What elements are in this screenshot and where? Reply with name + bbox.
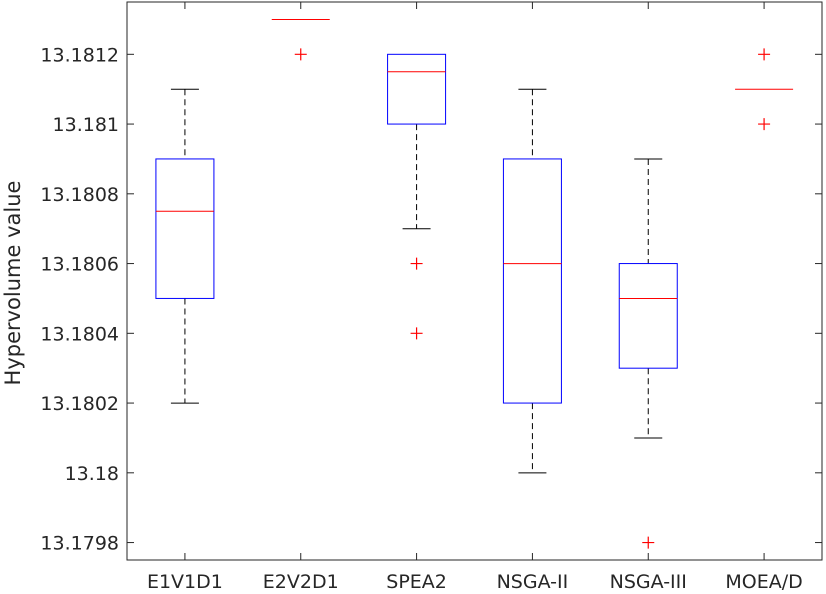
box-group <box>735 48 794 131</box>
box-iqr <box>155 158 215 299</box>
x-axis: E1V1D1 E2V2D1 SPEA2 NSGA-II NSGA-III MOEA/D <box>147 2 803 593</box>
outlier-marker <box>758 118 771 131</box>
box-group <box>387 53 447 340</box>
y-tick-label: 13.1798 <box>40 533 119 555</box>
outlier-marker <box>758 48 771 61</box>
y-axis: 13.1798 13.18 13.1802 13.1804 13.1806 13.1808… <box>40 44 822 555</box>
y-tick-label: 13.1802 <box>40 393 119 415</box>
outlier-marker <box>410 257 423 270</box>
x-tick-label: E1V1D1 <box>147 571 223 593</box>
box-group <box>618 158 678 549</box>
box-iqr <box>502 158 562 404</box>
y-tick-label: 13.1808 <box>40 184 119 206</box>
axes-frame <box>126 1 823 561</box>
x-tick-label: SPEA2 <box>386 571 447 593</box>
y-tick-label: 13.1812 <box>40 44 119 66</box>
x-tick-label: E2V2D1 <box>263 571 339 593</box>
y-axis-title: Hypervolume value <box>1 181 25 386</box>
outlier-marker <box>294 48 307 61</box>
outlier-marker <box>410 327 423 340</box>
y-tick-label: 13.1806 <box>40 254 119 276</box>
outlier-marker <box>642 536 655 549</box>
y-tick-label: 13.181 <box>53 114 119 136</box>
box-group <box>502 88 562 474</box>
plot-area <box>126 1 823 561</box>
x-tick-label: NSGA-III <box>610 571 687 593</box>
x-tick-label: MOEA/D <box>725 571 802 593</box>
box-iqr <box>618 263 678 369</box>
y-tick-label: 13.18 <box>65 463 119 485</box>
box-iqr <box>387 53 447 125</box>
y-tick-label: 13.1804 <box>40 323 119 345</box>
box-group <box>271 18 330 61</box>
x-tick-label: NSGA-II <box>497 571 569 593</box>
box-group <box>155 88 215 404</box>
